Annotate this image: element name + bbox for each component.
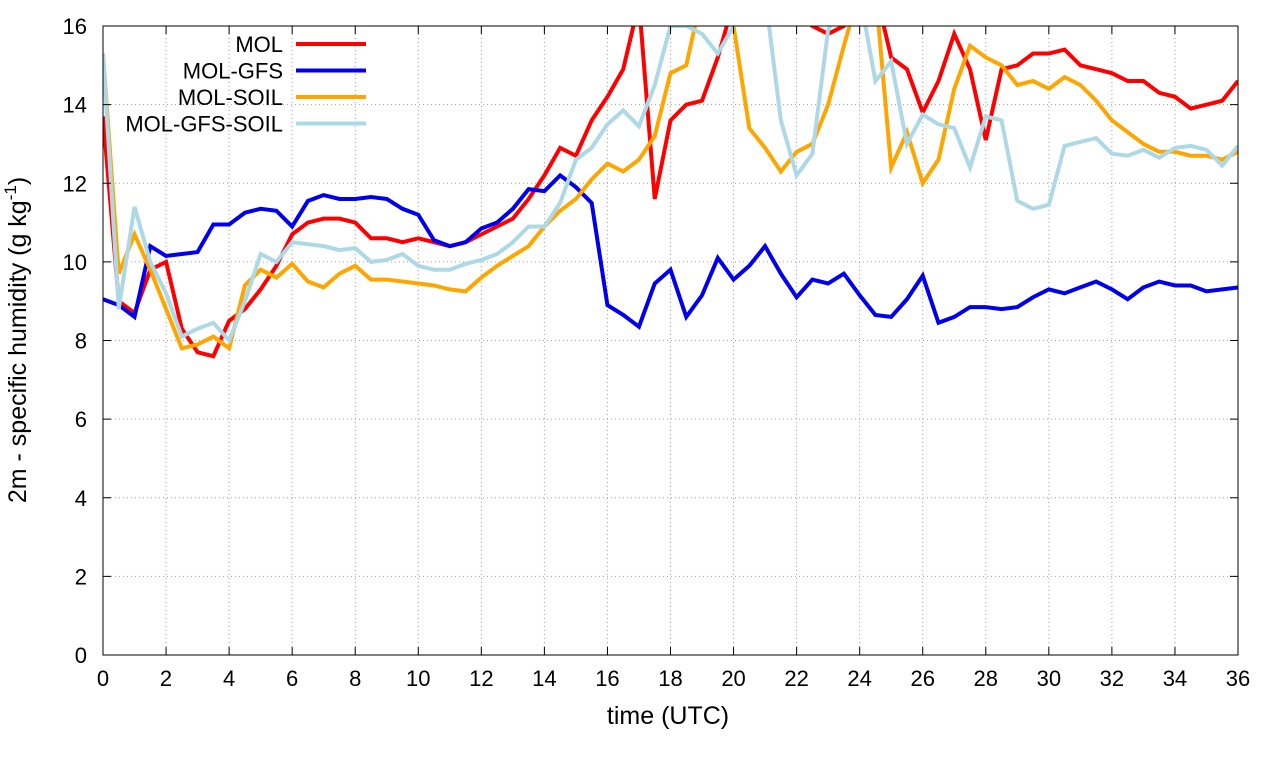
legend-label-mol-gfs-soil: MOL-GFS-SOIL [125, 112, 283, 137]
x-tick-label: 30 [1037, 666, 1061, 691]
series-line-mol [103, 26, 1238, 359]
legend-label-mol: MOL [235, 32, 283, 57]
x-tick-label: 14 [532, 666, 556, 691]
x-tick-label: 20 [721, 666, 745, 691]
y-tick-label: 12 [63, 171, 87, 196]
x-tick-label: 4 [223, 666, 235, 691]
x-tick-label: 22 [784, 666, 808, 691]
x-tick-label: 2 [160, 666, 172, 691]
x-tick-label: 8 [349, 666, 361, 691]
grid [103, 26, 1238, 655]
x-tick-label: 10 [406, 666, 430, 691]
x-tick-label: 6 [286, 666, 298, 691]
y-tick-label: 14 [63, 93, 87, 118]
y-axis-title: 2m - specific humidity (g kg-1) [1, 177, 32, 503]
x-tick-label: 34 [1163, 666, 1187, 691]
x-tick-label: 36 [1226, 666, 1250, 691]
x-tick-label: 28 [974, 666, 998, 691]
y-tick-label: 16 [63, 14, 87, 39]
series-line-mol-gfs [103, 172, 1238, 330]
x-tick-label: 32 [1100, 666, 1124, 691]
y-axis-title-close: ) [4, 177, 32, 185]
x-tick-label: 12 [469, 666, 493, 691]
x-tick-label: 24 [847, 666, 871, 691]
series-line-mol-gfs-soil [103, 26, 1238, 345]
y-tick-label: 4 [75, 486, 87, 511]
x-tick-label: 0 [97, 666, 109, 691]
y-tick-label: 8 [75, 329, 87, 354]
x-tick-label: 26 [910, 666, 934, 691]
y-axis-title-main: 2m - specific humidity (g kg [4, 200, 32, 503]
y-tick-label: 2 [75, 564, 87, 589]
series-line-mol-soil [103, 26, 1238, 352]
x-tick-label: 18 [658, 666, 682, 691]
y-tick-label: 6 [75, 407, 87, 432]
y-tick-label: 0 [75, 643, 87, 668]
y-tick-label: 10 [63, 250, 87, 275]
axis-ticks: 0 2 4 6 8 10 12 14 16 18 20 22 24 26 28 30 32 34 360246810… [63, 14, 1251, 691]
x-tick-label: 16 [595, 666, 619, 691]
legend-label-mol-soil: MOL-SOIL [178, 85, 283, 110]
legend-label-mol-gfs: MOL-GFS [183, 59, 283, 84]
series-lines [103, 26, 1238, 359]
x-axis-title: time (UTC) [607, 702, 729, 730]
y-axis-title-superscript: -1 [1, 185, 20, 200]
